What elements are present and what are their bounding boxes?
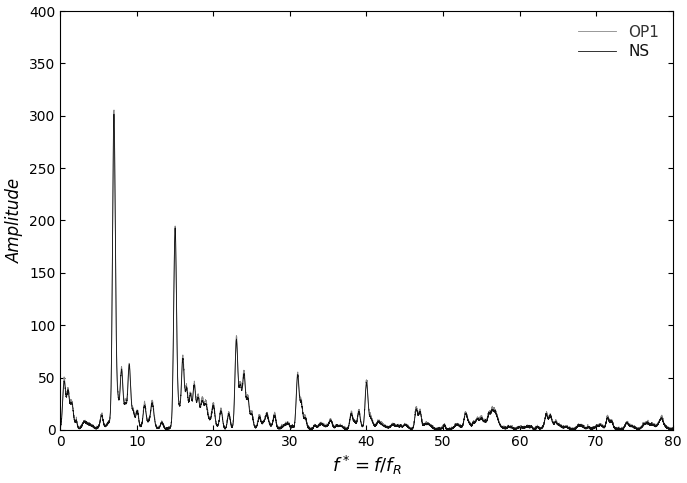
Line: NS: NS bbox=[60, 114, 673, 430]
OP1 bbox=[510, 426, 519, 432]
NS bbox=[568, 427, 576, 433]
NS bbox=[56, 425, 65, 430]
Legend: OP1, NS: OP1, NS bbox=[572, 19, 665, 66]
X-axis label: $f^* = f/f_R$: $f^* = f/f_R$ bbox=[332, 455, 401, 477]
NS bbox=[445, 426, 453, 432]
NS bbox=[418, 422, 427, 428]
OP1 bbox=[445, 426, 453, 432]
NS bbox=[278, 425, 286, 431]
OP1 bbox=[543, 411, 551, 417]
OP1 bbox=[56, 424, 65, 430]
NS bbox=[543, 413, 551, 419]
OP1 bbox=[278, 423, 286, 429]
OP1 bbox=[434, 427, 442, 433]
Y-axis label: Amplitude: Amplitude bbox=[5, 178, 23, 263]
OP1 bbox=[87, 423, 95, 428]
NS bbox=[668, 427, 677, 433]
OP1 bbox=[418, 422, 427, 427]
Line: OP1: OP1 bbox=[60, 110, 673, 430]
NS bbox=[87, 423, 95, 428]
OP1 bbox=[668, 425, 677, 431]
NS bbox=[110, 111, 118, 117]
NS bbox=[510, 425, 519, 431]
OP1 bbox=[110, 107, 118, 113]
